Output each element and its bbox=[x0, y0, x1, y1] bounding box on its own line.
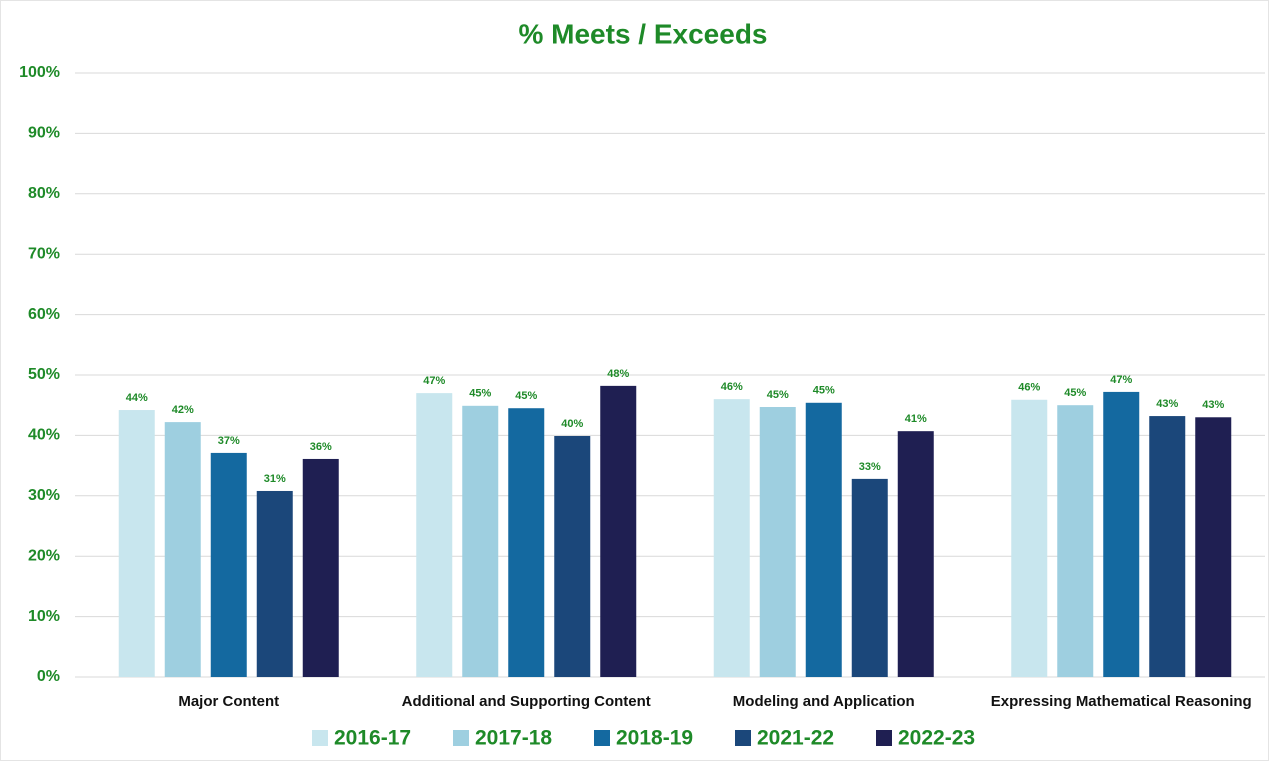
legend-swatch bbox=[594, 730, 610, 746]
y-tick-label: 80% bbox=[28, 185, 60, 202]
x-tick-label: Expressing Mathematical Reasoning bbox=[991, 693, 1252, 710]
bar bbox=[713, 399, 750, 677]
bar bbox=[508, 408, 545, 677]
y-tick-label: 100% bbox=[19, 64, 60, 81]
y-tick-label: 20% bbox=[28, 547, 60, 564]
legend-swatch bbox=[312, 730, 328, 746]
x-tick-label: Major Content bbox=[178, 693, 279, 710]
bar bbox=[164, 422, 201, 677]
y-tick-label: 10% bbox=[28, 608, 60, 625]
bar bbox=[851, 478, 888, 677]
data-label: 46% bbox=[1018, 382, 1040, 394]
y-tick-label: 90% bbox=[28, 125, 60, 142]
bar bbox=[416, 393, 453, 677]
y-tick-label: 0% bbox=[37, 668, 60, 685]
data-label: 43% bbox=[1156, 398, 1178, 410]
y-tick-label: 50% bbox=[28, 366, 60, 383]
bar bbox=[805, 402, 842, 677]
data-label: 41% bbox=[905, 413, 927, 425]
chart-title: % Meets / Exceeds bbox=[518, 18, 767, 49]
data-label: 40% bbox=[561, 418, 583, 430]
legend-swatch bbox=[453, 730, 469, 746]
data-label: 44% bbox=[126, 392, 148, 404]
bar bbox=[1057, 405, 1094, 677]
bar bbox=[897, 431, 934, 677]
data-label: 36% bbox=[310, 441, 332, 453]
legend-swatch bbox=[735, 730, 751, 746]
bar bbox=[1103, 391, 1140, 677]
y-tick-label: 60% bbox=[28, 306, 60, 323]
data-label: 47% bbox=[423, 375, 445, 387]
bar bbox=[600, 385, 637, 677]
bar bbox=[759, 407, 796, 677]
x-tick-label: Additional and Supporting Content bbox=[402, 693, 651, 710]
data-label: 45% bbox=[469, 388, 491, 400]
bar bbox=[210, 452, 247, 677]
legend-label: 2017-18 bbox=[475, 727, 552, 750]
bar bbox=[462, 405, 499, 677]
data-label: 37% bbox=[218, 435, 240, 447]
data-label: 45% bbox=[515, 390, 537, 402]
legend-label: 2021-22 bbox=[757, 727, 834, 750]
data-label: 33% bbox=[859, 461, 881, 473]
bar bbox=[302, 458, 339, 677]
bar bbox=[1149, 416, 1186, 677]
legend-swatch bbox=[876, 730, 892, 746]
data-label: 45% bbox=[767, 389, 789, 401]
data-label: 48% bbox=[607, 368, 629, 380]
data-label: 46% bbox=[721, 381, 743, 393]
legend-label: 2016-17 bbox=[334, 727, 411, 750]
data-label: 45% bbox=[813, 385, 835, 397]
data-label: 47% bbox=[1110, 374, 1132, 386]
legend-label: 2022-23 bbox=[898, 727, 975, 750]
y-tick-label: 70% bbox=[28, 245, 60, 262]
x-tick-label: Modeling and Application bbox=[733, 693, 915, 710]
y-tick-label: 30% bbox=[28, 487, 60, 504]
bar bbox=[554, 436, 591, 677]
bar bbox=[1011, 399, 1048, 677]
bar bbox=[118, 410, 155, 677]
data-label: 31% bbox=[264, 473, 286, 485]
bar bbox=[256, 490, 293, 677]
data-label: 45% bbox=[1064, 387, 1086, 399]
bar bbox=[1195, 417, 1232, 677]
legend-label: 2018-19 bbox=[616, 727, 693, 750]
data-label: 43% bbox=[1202, 399, 1224, 411]
data-label: 42% bbox=[172, 404, 194, 416]
y-tick-label: 40% bbox=[28, 427, 60, 444]
